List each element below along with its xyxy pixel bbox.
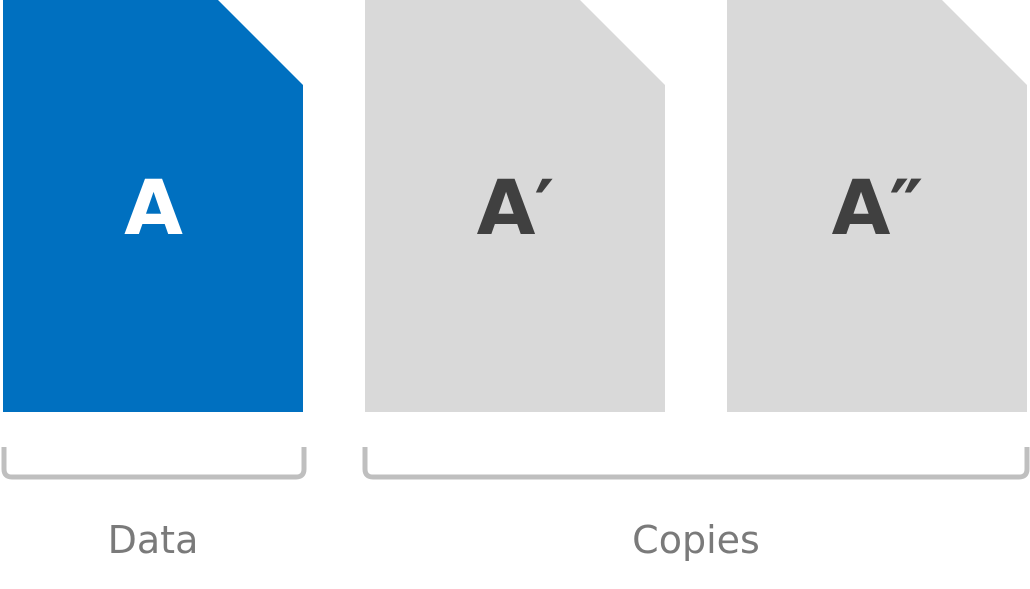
document-shape bbox=[365, 0, 665, 412]
document-shape bbox=[727, 0, 1027, 412]
document-shape bbox=[3, 0, 303, 412]
copies-bracket bbox=[361, 447, 1030, 481]
original-document-icon: A bbox=[3, 0, 303, 412]
document-body bbox=[365, 0, 665, 412]
bracket-shape bbox=[1, 447, 307, 480]
data-label: Data bbox=[107, 518, 199, 562]
copy-document-letter: A″ bbox=[831, 163, 924, 252]
copy-document-icon: A″ bbox=[727, 0, 1027, 412]
bracket-line bbox=[1, 447, 307, 480]
document-body bbox=[3, 0, 303, 412]
bracket-line bbox=[362, 447, 1030, 480]
document-body bbox=[727, 0, 1027, 412]
copy-document-icon: A′ bbox=[365, 0, 665, 412]
copy-document-letter: A′ bbox=[476, 163, 555, 252]
bracket-shape bbox=[362, 447, 1030, 480]
data-bracket bbox=[0, 447, 308, 481]
copies-label: Copies bbox=[632, 518, 760, 562]
original-document-letter: A bbox=[124, 163, 183, 252]
